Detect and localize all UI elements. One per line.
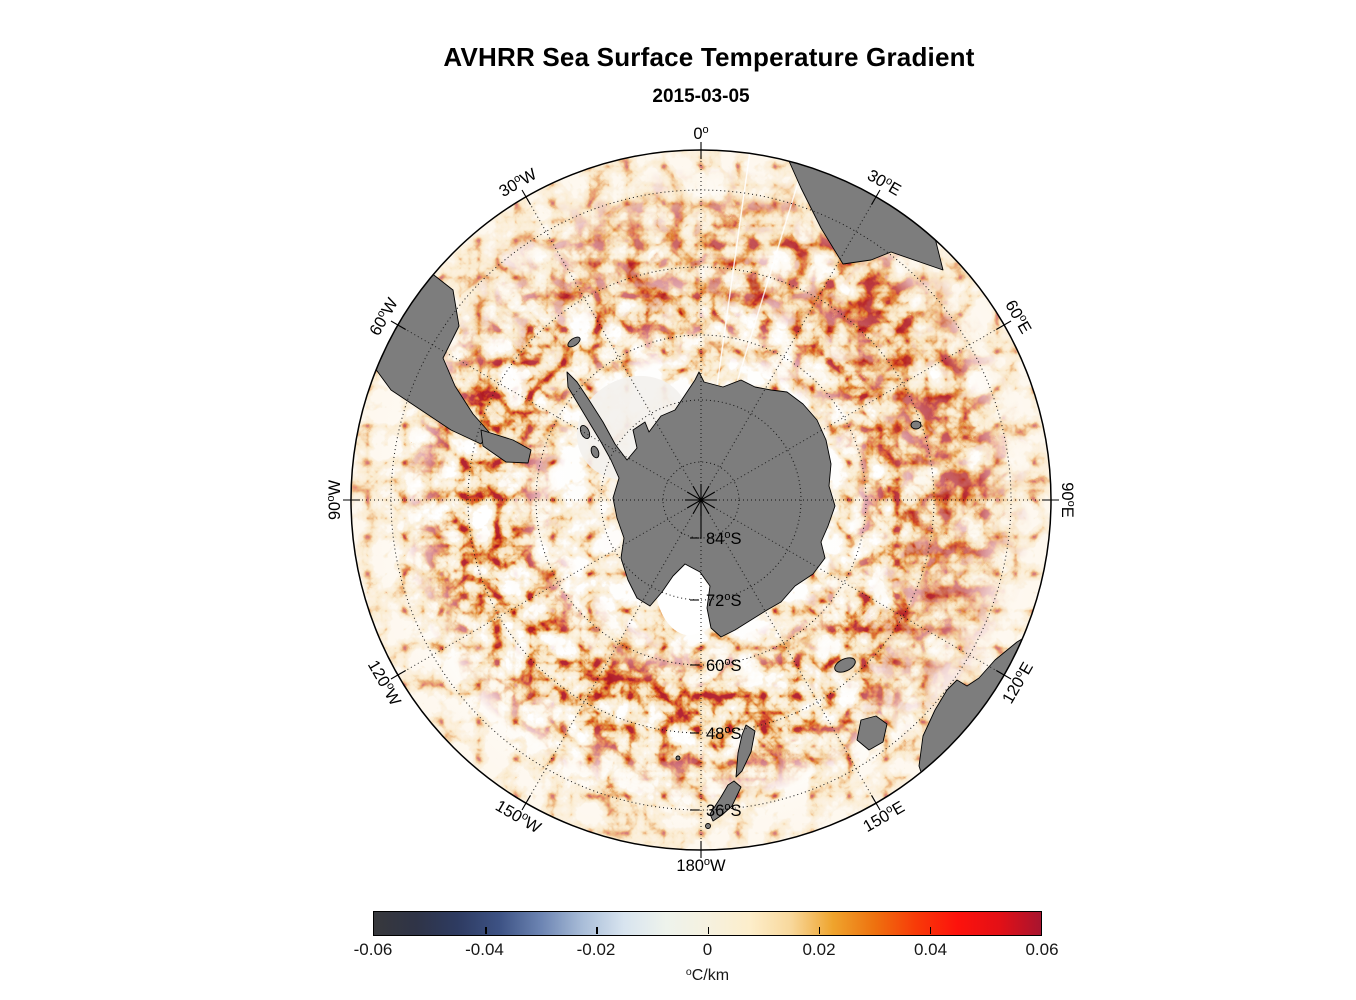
figure-title: AVHRR Sea Surface Temperature Gradient (443, 42, 975, 72)
longitude-label-90E: 90oE (1058, 482, 1077, 518)
latitude-circle-60S (535, 334, 867, 666)
pole-marker-spoke (700, 491, 716, 501)
colorbar-tick-labels: -0.06 -0.04 -0.02 0 0.02 0.04 0.06 (354, 940, 1059, 960)
tasmania-island (856, 715, 888, 751)
figure-date-subtitle: 2015-03-05 (652, 86, 750, 107)
new-zealand-north-island (735, 724, 756, 778)
small-island (675, 755, 681, 761)
latitude-circle-48S (467, 266, 935, 734)
data-gap-meridian (726, 164, 805, 415)
tierra-del-fuego-island (480, 429, 532, 464)
longitude-label-group: 0o (693, 124, 708, 143)
latitude-label-84S: 84oS (706, 529, 742, 548)
longitude-label-90W: 90oW (325, 480, 344, 520)
peninsula-island (579, 424, 591, 440)
latitude-label-48S: 48oS (706, 724, 742, 743)
colorbar-tick-label: 0.04 (913, 940, 948, 959)
data-gap-meridian (712, 152, 751, 412)
new-zealand-south-island (709, 780, 742, 822)
map-boundary-circle (350, 149, 1052, 851)
pole-marker-spoke (692, 499, 702, 515)
colorbar-tick-label: -0.02 (576, 940, 616, 959)
south-georgia-island (567, 336, 581, 348)
peninsula-island (590, 445, 600, 459)
map-svg: 84oS72oS60oS48oS36oS0o30oE60oE90oE120oE1… (325, 124, 1077, 875)
kangaroo-island (834, 657, 856, 673)
ocean-layer (351, 150, 1051, 850)
colorbar-tick-label: 0.02 (802, 940, 836, 959)
colorbar-tick-label: -0.06 (353, 940, 393, 959)
colorbar-gradient (373, 911, 1042, 936)
longitude-label-group: 180oW (676, 856, 726, 875)
pole-marker-spoke (700, 499, 716, 509)
latitude-circle-72S (600, 399, 802, 601)
pole-marker-spoke (700, 499, 710, 515)
longitude-label-group: 90oW (325, 480, 344, 520)
stewart-island (705, 823, 711, 829)
colorbar-tick-label: 0.06 (1025, 940, 1059, 959)
pole-marker-spoke (686, 491, 702, 501)
colorbar-tick-label: -0.04 (465, 940, 504, 959)
longitude-label-group: 90oE (1058, 482, 1077, 518)
unit-degree-sup: o (685, 966, 692, 978)
polar-map: 84oS 72oS 60oS 48oS 36oS 0o 30oE 60oE 90oE 120oE 1… (325, 124, 1077, 875)
latitude-label-36S: 36oS (706, 801, 742, 820)
kerguelen-island (910, 420, 922, 430)
longitude-label-0: 0o (693, 124, 708, 143)
latitude-label-60S: 60oS (706, 656, 742, 675)
graticule-layer (343, 142, 1059, 858)
pole-marker-spoke (686, 499, 702, 509)
colorbar-unit-label: oC/km (373, 966, 1042, 985)
unit-text: C/km (691, 967, 730, 984)
colorbar-tick-label: 0 (702, 940, 713, 959)
latitude-label-72S: 72oS (706, 591, 742, 610)
longitude-label-180W: 180oW (676, 856, 726, 875)
pole-marker-spoke (692, 485, 702, 501)
pole-marker-spoke (700, 485, 710, 501)
